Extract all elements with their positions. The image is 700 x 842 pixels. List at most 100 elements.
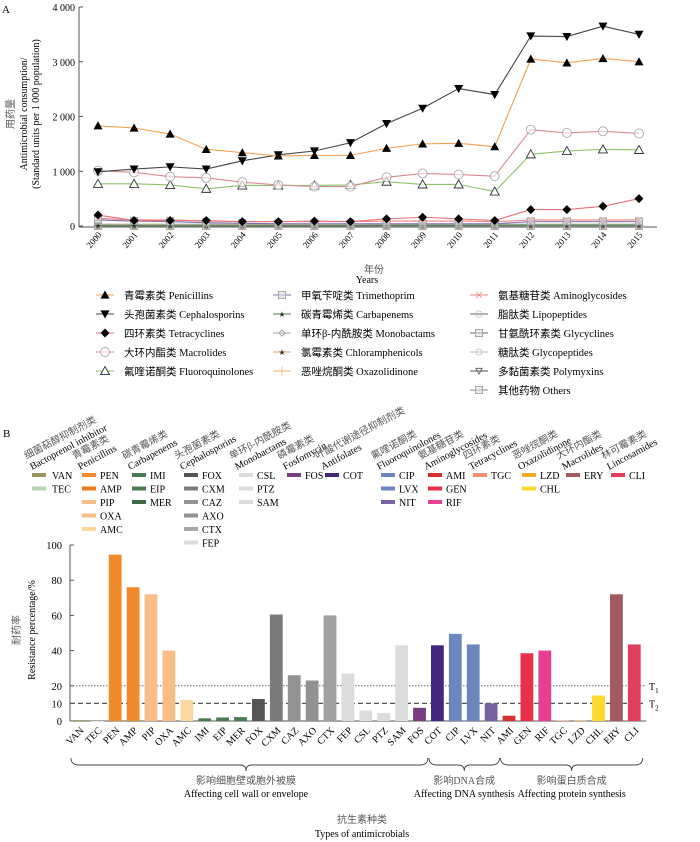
series-macrolides — [93, 124, 644, 192]
legend-marker: ★ — [278, 310, 285, 319]
x-tick-label: VAN — [64, 725, 86, 747]
data-point — [201, 165, 211, 174]
legend-label: AXO — [202, 512, 224, 523]
legend-label: CSL — [257, 471, 275, 482]
bar-fos — [413, 707, 426, 721]
x-tick-label: 2001 — [120, 230, 139, 250]
group-brace — [70, 757, 429, 772]
data-point — [454, 138, 464, 147]
data-point — [345, 181, 356, 192]
data-point: ★ — [167, 222, 174, 231]
panel-b-label: B — [3, 428, 10, 440]
legend-swatch — [287, 473, 301, 477]
bar-oxa — [162, 650, 176, 721]
data-point — [634, 30, 644, 39]
legend-marker: ★ — [278, 348, 285, 357]
data-point — [201, 216, 211, 226]
legend-item-lzd: LZD — [522, 471, 559, 482]
data-point: ★ — [635, 221, 642, 230]
data-point — [94, 222, 102, 230]
legend-swatch — [325, 473, 339, 477]
group-label-cn: 影响DNA合成 — [433, 774, 495, 787]
data-point — [634, 128, 644, 139]
legend-item-rif: RIF — [428, 498, 462, 509]
data-point — [526, 54, 536, 63]
legend-swatch — [32, 486, 46, 491]
data-point — [454, 84, 464, 94]
data-point — [526, 205, 536, 215]
legend-label: NIT — [399, 498, 416, 509]
bar-cot — [431, 645, 444, 721]
legend-item-sam: SAM — [239, 498, 279, 509]
legend-label: PTZ — [257, 485, 275, 496]
data-point — [309, 150, 319, 159]
group-label-en: Affecting cell wall or envelope — [184, 789, 309, 800]
data-point — [454, 214, 464, 224]
legend-item-gen: GEN — [428, 485, 467, 496]
legend-label: GEN — [446, 485, 467, 496]
legend-item: 其他药物 Others — [470, 384, 571, 397]
legend-marker — [475, 291, 483, 299]
group-label-en: Affecting protein synthesis — [518, 789, 626, 800]
x-tick-label: AMI — [495, 725, 517, 747]
data-point — [598, 217, 607, 226]
x-tick-label: LZD — [566, 725, 588, 747]
data-point — [345, 217, 355, 227]
data-point — [490, 91, 500, 100]
legend-item: 大环内酯类 Macrolides — [96, 346, 226, 359]
legend-label: RIF — [446, 498, 462, 509]
legend-item-fos: FOS — [287, 471, 323, 482]
series-line — [98, 224, 639, 227]
x-tick-label: AXO — [296, 725, 319, 748]
data-point — [309, 181, 320, 192]
data-point — [165, 129, 175, 138]
panel-a-xlabel-en: Years — [356, 275, 378, 286]
legend-label: VAN — [52, 471, 72, 482]
data-point — [635, 217, 644, 226]
legend-label: 碳青霉烯类 Carbapenems — [301, 308, 413, 321]
threshold-label: T2 — [649, 699, 659, 712]
legend-swatch — [132, 473, 146, 477]
data-point — [418, 139, 428, 148]
bar-gen — [520, 653, 534, 721]
legend-swatch — [82, 486, 96, 491]
data-point — [562, 217, 571, 226]
bar-fox — [252, 699, 265, 721]
data-point — [561, 145, 573, 156]
bar-van — [73, 720, 86, 721]
x-tick-label: AMP — [117, 725, 140, 748]
legend-swatch — [184, 473, 198, 477]
legend-marker — [277, 366, 287, 376]
legend-item-cxm: CXM — [184, 485, 225, 496]
legend-item-imi: IMI — [132, 471, 166, 482]
bar-cxm — [269, 614, 283, 721]
x-tick-label: 2010 — [445, 229, 465, 250]
x-tick-label: LVX — [459, 725, 481, 747]
data-point — [200, 183, 212, 193]
legend-marker — [100, 347, 110, 357]
legend-label: 氟喹诺酮类 Fluoroquinolones — [124, 365, 253, 378]
series-line — [97, 198, 640, 223]
bar-caz — [287, 675, 301, 721]
bar-ptz — [377, 713, 391, 721]
legend-swatch — [566, 473, 580, 477]
data-point — [237, 157, 247, 166]
legend-label: FEP — [202, 539, 220, 550]
data-point — [381, 172, 392, 183]
legend-label: FOS — [305, 471, 323, 482]
legend-item-lvx: LVX — [381, 485, 419, 496]
legend-item-tec: TEC — [32, 485, 71, 496]
legend-item: ★ 碳青霉烯类 Carbapenems — [273, 308, 413, 321]
data-point — [128, 178, 140, 188]
panel-a-ylabel-cn: 用药量 — [5, 99, 17, 129]
legend-item: 甘氨酰环素类 Glycyclines — [470, 327, 614, 340]
y-tick-label: 20 — [52, 682, 63, 693]
panel-b-xlabel-en: Types of antimicrobials — [315, 829, 409, 840]
group-label-cn: 影响蛋白质合成 — [537, 774, 607, 787]
legend-label: 大环内酯类 Macrolides — [124, 346, 226, 359]
x-tick-label: NIT — [479, 725, 499, 745]
